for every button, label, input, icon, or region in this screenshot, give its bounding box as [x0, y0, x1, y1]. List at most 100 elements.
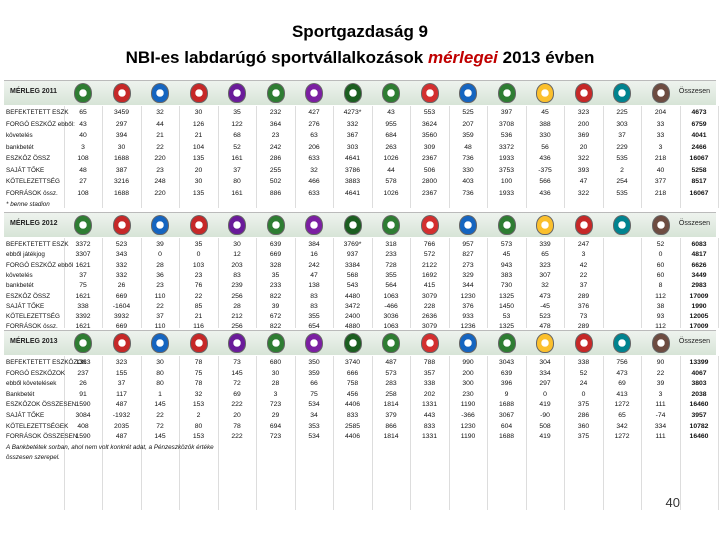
cell: 220	[154, 189, 166, 197]
cell: 1814	[383, 401, 399, 409]
cell: 318	[385, 241, 397, 248]
club-logo	[189, 215, 208, 235]
cell: 69	[233, 390, 241, 398]
club-logo	[112, 215, 131, 235]
row-label: ESZKÖZ ÖSSZ	[6, 155, 51, 162]
title-part: NBI-es labdarúgó sportvállalkozások	[125, 48, 424, 67]
column-line	[679, 356, 681, 510]
cell: 65	[79, 109, 87, 116]
cell: 300	[462, 380, 474, 388]
cell: 35	[271, 271, 280, 279]
cell: 297	[115, 120, 128, 128]
column-line	[410, 356, 411, 510]
cell: 564	[385, 282, 397, 290]
row-label: FORRÁSOK ÖSSZESEN	[6, 433, 78, 441]
cell: 203	[231, 261, 243, 269]
section-title: MÉRLEG 2013	[10, 338, 58, 345]
cell: 78	[233, 422, 241, 430]
cell: 3459	[113, 109, 130, 116]
cell: 20	[194, 166, 203, 174]
cell: 206	[308, 143, 320, 151]
column-line	[487, 356, 488, 510]
cell: 342	[616, 422, 628, 430]
cell: -1932	[112, 412, 131, 419]
cell: 680	[269, 359, 282, 366]
column-line	[179, 106, 180, 208]
club-logo	[228, 215, 246, 235]
cell: 37	[117, 380, 126, 388]
cell: 307	[539, 271, 551, 279]
cell: 297	[539, 380, 551, 388]
row-label: ESZKÖZ ÖSSZ	[6, 292, 51, 300]
cell: 355	[308, 313, 320, 321]
cell: 1190	[460, 433, 476, 441]
cell: 332	[346, 120, 359, 128]
cell: 35	[194, 241, 203, 248]
cell: 108	[77, 155, 89, 162]
cell: 23	[156, 282, 164, 290]
cell: 2983	[691, 282, 707, 290]
cell: 3957	[691, 412, 707, 419]
cell: 822	[269, 292, 282, 300]
column-line	[179, 238, 180, 328]
cell: 323	[115, 359, 128, 366]
row-label: KÖTELEZETTSÉG	[6, 313, 60, 321]
cell: 17009	[689, 323, 709, 331]
cell: 332	[115, 261, 128, 269]
cell: 258	[385, 390, 397, 398]
row-label: FORGÓ ESZKÖZOK	[6, 369, 66, 377]
club-logo	[536, 83, 554, 103]
cell: 30	[271, 369, 280, 377]
cell: 332	[115, 271, 128, 279]
cell: 36	[156, 271, 164, 279]
cell: 273	[462, 261, 474, 269]
cell: 536	[500, 132, 513, 139]
cell: 111	[655, 401, 666, 409]
cell: 68	[233, 132, 241, 139]
club-logo	[651, 83, 670, 103]
cell: 16460	[689, 433, 709, 441]
row-label: SAJÁT TŐKE	[6, 302, 45, 310]
cell: 161	[231, 155, 243, 162]
cell: 2038	[691, 390, 707, 398]
cell: 330	[539, 132, 551, 139]
cell: 32	[156, 109, 164, 116]
cell: 80	[156, 369, 164, 377]
cell: 218	[654, 189, 667, 197]
club-logo	[151, 215, 169, 235]
cell: 45	[541, 109, 549, 116]
cell: 255	[269, 166, 282, 174]
cell: 110	[154, 323, 166, 331]
cell: 30	[233, 241, 241, 248]
row-label: követelés	[6, 271, 33, 279]
cell: 2122	[421, 261, 438, 269]
cell: 466	[308, 178, 320, 185]
cell: 3	[658, 390, 663, 398]
column-line	[256, 356, 257, 510]
column-line	[679, 238, 681, 328]
club-logo	[228, 83, 246, 103]
cell: 53	[502, 313, 511, 321]
club-logo	[459, 215, 477, 235]
cell: 736	[462, 155, 474, 162]
cell: -1604	[112, 302, 131, 310]
cell: 534	[308, 401, 320, 409]
cell: 3043	[498, 359, 515, 366]
cell: 80	[156, 380, 164, 388]
column-line	[641, 356, 642, 510]
cell: 16	[310, 251, 318, 259]
cell: 12005	[689, 313, 709, 321]
cell: 112	[655, 292, 666, 300]
cell: 44	[387, 166, 395, 174]
cell: 0	[196, 251, 201, 259]
cell: 283	[385, 380, 397, 388]
cell: 1450	[498, 302, 515, 310]
row-label: követelés	[6, 132, 33, 139]
cell: 572	[423, 251, 436, 259]
cell: 0	[581, 390, 586, 398]
cell: 65	[618, 412, 626, 419]
cell: 525	[462, 109, 474, 116]
cell: 22	[156, 412, 164, 419]
cell: 22	[579, 271, 588, 279]
cell: 487	[115, 401, 128, 409]
